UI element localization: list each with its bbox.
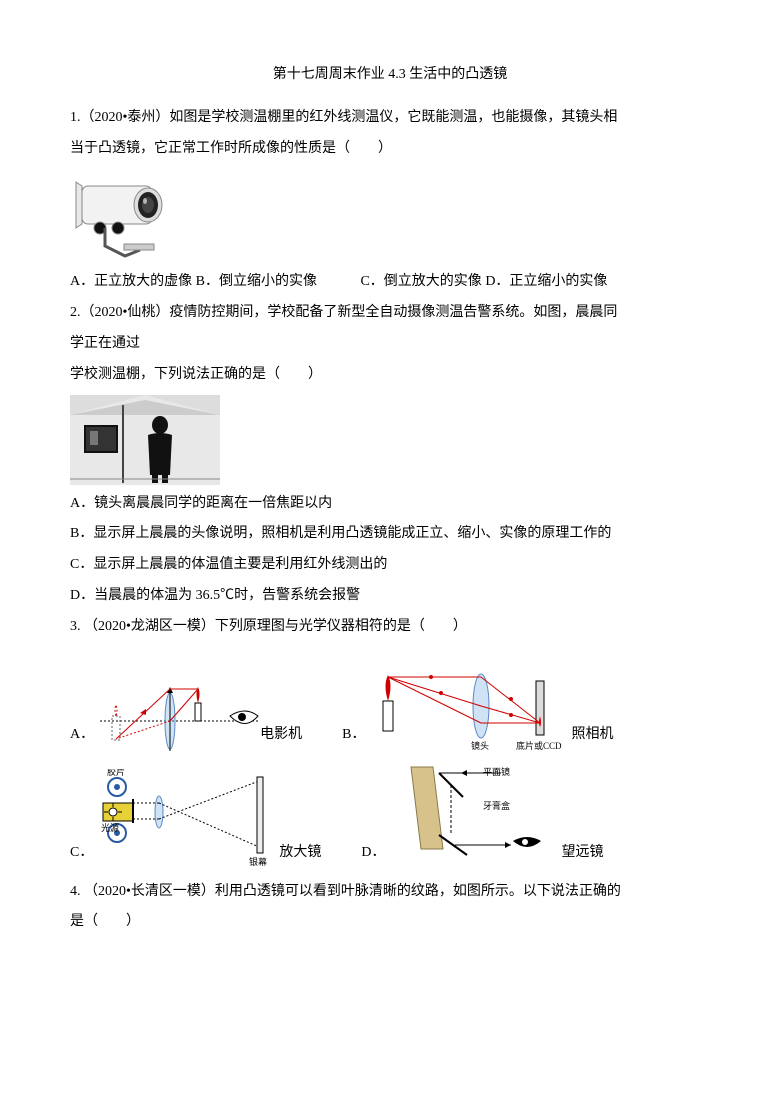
q3-b-name: 照相机: [571, 720, 613, 751]
q1-figure: [70, 168, 190, 263]
q2-stem-line2: 学正在通过: [70, 329, 710, 360]
q2-option-d: D．当晨晨的体温为 36.5℃时，告警系统会报警: [70, 581, 710, 612]
q1-stem-line2: 当于凸透镜，它正常工作时所成像的性质是（ ）: [70, 134, 710, 165]
q3-b-label: B．: [342, 720, 365, 751]
q3-a-label: A．: [70, 720, 94, 751]
q2-figure: [70, 395, 220, 485]
q3-d-label: D．: [361, 838, 385, 869]
q2-option-a: A．镜头离晨晨同学的距离在一倍焦距以内: [70, 489, 710, 520]
svg-text:光源: 光源: [101, 822, 119, 833]
q3-c-label: C．: [70, 838, 93, 869]
svg-text:胶片: 胶片: [107, 769, 125, 777]
q2-stem-line3: 学校测温棚，下列说法正确的是（ ）: [70, 360, 710, 391]
svg-text:底片或CCD: 底片或CCD: [516, 740, 562, 751]
q3-d-name: 望远镜: [561, 838, 603, 869]
q2-option-c: C．显示屏上晨晨的体温值主要是利用红外线测出的: [70, 550, 710, 581]
q3-a-name: 电影机: [260, 720, 302, 751]
q1-stem-line1: 1.（2020•泰州）如图是学校测温棚里的红外线测温仪，它既能测温，也能摄像，其…: [70, 103, 710, 134]
q1-option-b: B．倒立缩小的实像: [196, 274, 317, 289]
svg-text:牙膏盒: 牙膏盒: [483, 800, 510, 811]
q4-stem-line1: 4. （2020•长清区一模）利用凸透镜可以看到叶脉清晰的纹路，如图所示。以下说…: [70, 877, 710, 908]
q3-stem: 3. （2020•龙湖区一模）下列原理图与光学仪器相符的是（ ）: [70, 612, 710, 643]
q2-option-b: B．显示屏上晨晨的头像说明，照相机是利用凸透镜能成正立、缩小、实像的原理工作的: [70, 519, 710, 550]
q1-option-d: D．正立缩小的实像: [485, 274, 607, 289]
q3-c-name: 放大镜: [279, 838, 321, 869]
q4-stem-line2: 是（ ）: [70, 907, 710, 938]
svg-text:银幕: 银幕: [249, 856, 267, 867]
q3-option-c: C． 胶片 光源 银幕 放大镜: [70, 769, 321, 869]
q1-option-a: A．正立放大的虚像: [70, 274, 192, 289]
svg-text:平面镜: 平面镜: [483, 766, 510, 777]
q3-option-b: B． 镜头 底片或CCD 照相机: [342, 651, 613, 751]
q3-option-d: D． 平面镜 牙膏盒 望远镜: [361, 759, 603, 869]
q3-option-a: A． 电影机: [70, 661, 302, 751]
svg-text:镜头: 镜头: [471, 740, 489, 751]
q1-option-c: C．倒立放大的实像: [360, 274, 481, 289]
q2-stem-line1: 2.（2020•仙桃）疫情防控期间，学校配备了新型全自动摄像测温告警系统。如图，…: [70, 298, 710, 329]
page-title: 第十七周周末作业 4.3 生活中的凸透镜: [70, 60, 710, 91]
